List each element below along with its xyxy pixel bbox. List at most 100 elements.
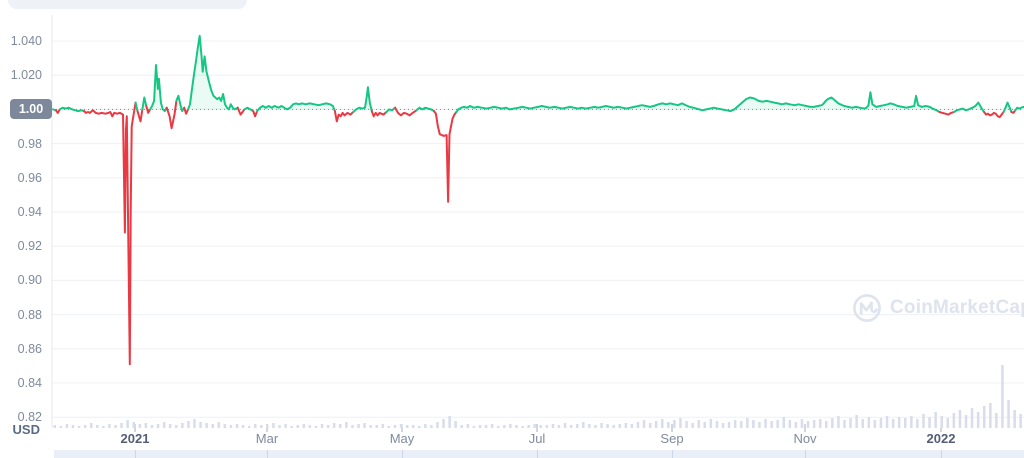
y-axis-label: 0.82 — [17, 410, 42, 424]
price-line-down-segment — [370, 110, 388, 118]
volume-bar — [812, 420, 816, 428]
navigator-tick — [402, 450, 403, 458]
volume-bar — [521, 426, 524, 428]
volume-bar — [193, 419, 196, 428]
volume-bar — [454, 421, 457, 428]
volume-bar — [102, 426, 105, 428]
volume-bar — [83, 425, 87, 428]
volume-bar — [308, 425, 312, 428]
price-line-up-segment — [141, 96, 148, 111]
price-line-up-segment — [953, 101, 986, 113]
volume-bar — [497, 426, 500, 428]
volume-bar — [855, 415, 858, 428]
price-line-down-segment — [983, 111, 1005, 119]
price-line-up-segment — [149, 64, 168, 113]
price-line-up-segment — [256, 102, 336, 113]
volume-bar — [363, 423, 366, 428]
volume-bar — [381, 424, 385, 428]
volume-bar — [436, 422, 439, 428]
volume-bar — [503, 425, 506, 428]
volume-bar — [958, 410, 962, 428]
volume-bar — [867, 417, 871, 428]
volume-bar — [928, 417, 931, 428]
volume-bar — [782, 417, 785, 428]
volume-bar — [788, 420, 792, 428]
volume-bar — [910, 416, 913, 428]
volume-bar — [976, 412, 980, 428]
volume-bar — [916, 419, 919, 428]
volume-bar — [661, 419, 664, 428]
x-axis-label: Nov — [793, 431, 817, 446]
volume-bar — [594, 425, 597, 428]
y-axis-label: 1.040 — [10, 34, 42, 48]
price-line-up-segment — [175, 94, 186, 113]
volume-bar — [484, 425, 488, 428]
volume-bar — [77, 426, 81, 428]
volume-bar — [983, 406, 986, 428]
navigator-tick — [267, 450, 268, 458]
volume-bar — [885, 416, 889, 428]
price-line-down-segment — [136, 108, 144, 123]
volume-bar — [339, 424, 342, 428]
volume-bar — [891, 419, 895, 428]
x-axis-label: Sep — [660, 431, 684, 446]
volume-bar — [946, 418, 949, 428]
volume-bar — [71, 425, 75, 428]
volume-bar — [879, 418, 883, 428]
volume-bar — [648, 423, 652, 428]
volume-bar — [266, 425, 269, 428]
watermark-text: CoinMarketCap — [890, 297, 1024, 318]
top-toolbar-remnant — [8, 0, 247, 9]
currency-unit-label: USD — [12, 422, 40, 437]
volume-bar — [764, 419, 767, 428]
volume-bar — [582, 422, 585, 428]
coinmarketcap-watermark: CoinMarketCap — [852, 293, 1024, 323]
volume-bar — [776, 420, 779, 428]
volume-bar — [405, 425, 409, 428]
x-axis-label: 2021 — [120, 431, 150, 446]
navigator-tick — [941, 450, 942, 458]
price-line-down-segment — [394, 106, 418, 117]
price-line-down-segment — [252, 110, 259, 118]
volume-bar — [685, 421, 688, 428]
volume-bar — [430, 425, 433, 428]
price-line-up-segment — [415, 106, 435, 113]
price-line-up-segment — [243, 106, 255, 113]
volume-bar — [235, 424, 239, 428]
volume-bar — [837, 416, 840, 428]
y-axis-label: 1.020 — [10, 68, 42, 82]
y-axis-label: 0.88 — [17, 308, 42, 322]
volume-bar — [606, 424, 609, 428]
price-line-down-segment — [1010, 109, 1017, 114]
volume-bar — [59, 426, 63, 428]
y-axis-label: 0.96 — [17, 171, 42, 185]
volume-bar — [460, 425, 463, 428]
price-line-down-segment — [333, 110, 355, 123]
volume-bar — [217, 422, 220, 428]
volume-bar — [156, 424, 160, 428]
current-price-badge: 1.00 — [10, 99, 52, 119]
volume-bar — [806, 421, 810, 428]
volume-bar — [727, 422, 731, 428]
volume-bar — [205, 423, 208, 428]
volume-bar — [600, 423, 603, 428]
y-axis-label: 0.84 — [17, 376, 42, 390]
volume-bar — [740, 421, 743, 428]
volume-bar — [345, 422, 348, 428]
volume-bar — [302, 424, 306, 428]
coinmarketcap-logo-icon — [853, 294, 881, 322]
volume-bar — [472, 426, 476, 428]
price-line-down-segment — [83, 101, 137, 366]
volume-bar — [515, 425, 518, 428]
volume-bar — [843, 420, 846, 428]
volume-bar — [970, 408, 974, 428]
price-line-down-segment — [54, 108, 61, 114]
range-navigator[interactable] — [54, 450, 1024, 458]
volume-bar — [278, 425, 281, 428]
volume-bar — [369, 425, 372, 428]
volume-bar — [418, 426, 421, 428]
volume-bar — [667, 422, 670, 428]
price-line-up-segment — [385, 106, 397, 113]
